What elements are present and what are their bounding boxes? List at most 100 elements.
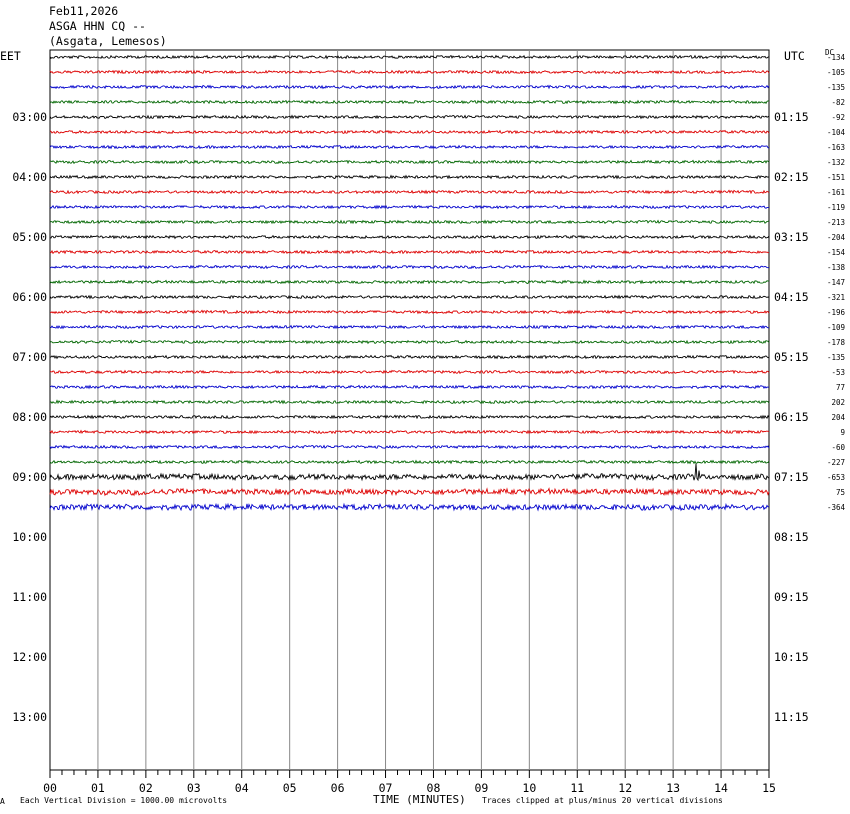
dc-offset-label: -653 xyxy=(827,473,845,482)
dc-offset-label: 204 xyxy=(831,413,845,422)
vertical-division-note: Each Vertical Division = 1000.00 microvo… xyxy=(20,796,228,805)
record-date: Feb11,2026 xyxy=(49,4,119,18)
corner-mark: A xyxy=(0,797,5,806)
seismic-trace xyxy=(49,129,770,135)
x-tick-label: 15 xyxy=(762,781,776,795)
dc-offset-label: -161 xyxy=(827,188,845,197)
right-hour-label: 03:15 xyxy=(774,230,809,244)
dc-offset-label: -196 xyxy=(827,308,846,317)
station-location: (Asgata, Lemesos) xyxy=(49,34,167,48)
seismic-trace xyxy=(49,54,770,60)
left-timezone-label: EET xyxy=(0,49,21,63)
seismic-trace xyxy=(49,399,770,405)
dc-offset-label: -82 xyxy=(831,98,845,107)
dc-offset-label: -105 xyxy=(827,68,845,77)
right-hour-label: 10:15 xyxy=(774,650,809,664)
dc-offset-label: -204 xyxy=(827,233,846,242)
right-hour-label: 11:15 xyxy=(774,710,809,724)
seismic-trace xyxy=(49,444,770,450)
dc-offset-label: -134 xyxy=(827,53,846,62)
left-hour-label: 08:00 xyxy=(12,410,47,424)
dc-offset-label: -147 xyxy=(827,278,845,287)
x-tick-label: 10 xyxy=(522,781,536,795)
dc-offset-label: -138 xyxy=(827,263,846,272)
x-tick-label: 04 xyxy=(235,781,249,795)
x-tick-label: 01 xyxy=(91,781,105,795)
seismic-trace xyxy=(49,459,770,465)
seismic-trace xyxy=(49,249,770,255)
right-hour-label: 08:15 xyxy=(774,530,809,544)
seismic-trace xyxy=(49,324,769,330)
seismic-trace xyxy=(49,429,770,435)
left-hour-label: 11:00 xyxy=(12,590,47,604)
seismic-trace xyxy=(49,234,770,240)
x-tick-label: 12 xyxy=(618,781,632,795)
left-hour-label: 09:00 xyxy=(12,470,47,484)
right-hour-label: 06:15 xyxy=(774,410,809,424)
seismic-trace xyxy=(49,369,770,375)
station-code: ASGA HHN CQ -- xyxy=(49,19,146,33)
right-hour-label: 01:15 xyxy=(774,110,809,124)
seismic-trace xyxy=(49,294,770,300)
dc-offset-label: -92 xyxy=(831,113,845,122)
x-tick-label: 02 xyxy=(139,781,153,795)
seismic-trace xyxy=(49,159,770,165)
left-hour-label: 06:00 xyxy=(12,290,47,304)
seismic-trace xyxy=(49,219,770,225)
x-tick-label: 03 xyxy=(187,781,201,795)
right-hour-label: 05:15 xyxy=(774,350,809,364)
seismic-trace xyxy=(49,189,770,195)
seismic-trace xyxy=(49,264,770,270)
left-hour-label: 04:00 xyxy=(12,170,47,184)
dc-offset-label: -53 xyxy=(831,368,845,377)
right-hour-label: 09:15 xyxy=(774,590,809,604)
seismic-trace xyxy=(49,204,770,210)
seismic-trace xyxy=(50,84,770,90)
x-axis-title: TIME (MINUTES) xyxy=(373,793,466,806)
dc-offset-label: -109 xyxy=(827,323,845,332)
left-hour-label: 13:00 xyxy=(12,710,47,724)
seismic-trace xyxy=(49,354,770,360)
left-hour-label: 12:00 xyxy=(12,650,47,664)
dc-offset-label: -178 xyxy=(827,338,846,347)
dc-offset-label: -104 xyxy=(827,128,846,137)
left-hour-label: 07:00 xyxy=(12,350,47,364)
right-hour-label: 02:15 xyxy=(774,170,809,184)
left-hour-label: 05:00 xyxy=(12,230,47,244)
dc-offset-label: -321 xyxy=(827,293,845,302)
seismic-trace xyxy=(49,99,769,105)
dc-offset-label: -135 xyxy=(827,83,845,92)
dc-offset-label: -213 xyxy=(827,218,845,227)
seismic-trace xyxy=(49,309,770,315)
x-tick-label: 07 xyxy=(379,781,393,795)
x-tick-label: 05 xyxy=(283,781,297,795)
seismic-trace xyxy=(49,144,770,150)
dc-offset-label: 9 xyxy=(840,428,845,437)
seismic-trace xyxy=(49,279,769,285)
x-tick-label: 06 xyxy=(331,781,345,795)
dc-offset-label: -119 xyxy=(827,203,845,212)
right-timezone-label: UTC xyxy=(784,49,805,63)
dc-offset-label: -151 xyxy=(827,173,845,182)
dc-offset-label: 77 xyxy=(836,383,845,392)
dc-offset-label: -163 xyxy=(827,143,845,152)
seismic-trace xyxy=(49,414,770,420)
left-hour-label: 10:00 xyxy=(12,530,47,544)
dc-offset-label: -154 xyxy=(827,248,846,257)
seismic-trace xyxy=(49,339,770,345)
clipping-note: Traces clipped at plus/minus 20 vertical… xyxy=(482,796,723,805)
seismic-trace xyxy=(49,463,770,482)
dc-offset-label: 75 xyxy=(836,488,845,497)
right-hour-label: 07:15 xyxy=(774,470,809,484)
plot-frame xyxy=(49,49,770,771)
seismic-trace xyxy=(49,174,770,180)
dc-offset-label: -132 xyxy=(827,158,845,167)
left-hour-label: 03:00 xyxy=(12,110,47,124)
dc-offset-label: -135 xyxy=(827,353,845,362)
seismic-trace xyxy=(49,114,770,120)
x-tick-label: 14 xyxy=(714,781,728,795)
seismic-trace xyxy=(49,502,770,512)
right-hour-label: 04:15 xyxy=(774,290,809,304)
dc-header-label: DC xyxy=(825,48,835,57)
